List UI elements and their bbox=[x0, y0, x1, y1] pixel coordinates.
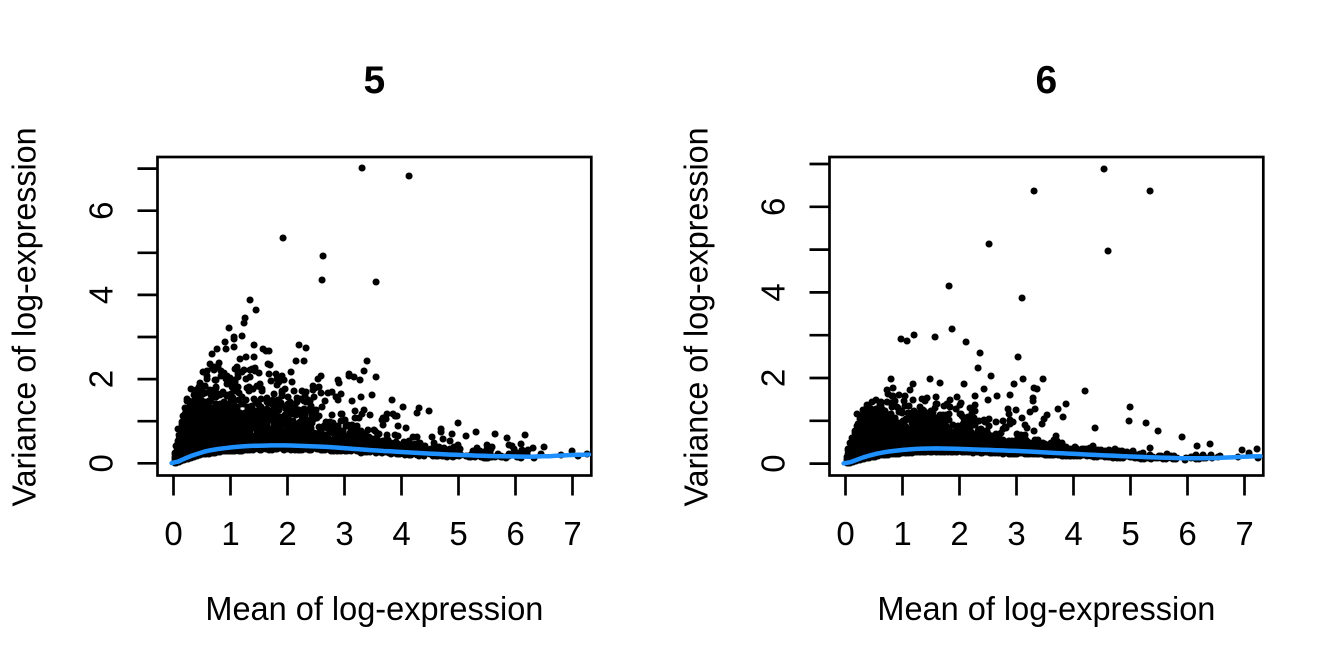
svg-text:1: 1 bbox=[221, 515, 239, 552]
svg-text:Mean of log-expression: Mean of log-expression bbox=[205, 590, 543, 627]
svg-text:3: 3 bbox=[335, 515, 353, 552]
svg-text:7: 7 bbox=[563, 515, 581, 552]
svg-text:2: 2 bbox=[950, 515, 968, 552]
svg-text:0: 0 bbox=[82, 454, 119, 472]
svg-text:Variance of log-expression: Variance of log-expression bbox=[678, 128, 715, 507]
svg-text:2: 2 bbox=[754, 369, 791, 387]
svg-text:6: 6 bbox=[754, 198, 791, 216]
svg-text:5: 5 bbox=[1121, 515, 1139, 552]
svg-text:4: 4 bbox=[754, 283, 791, 301]
svg-text:4: 4 bbox=[1064, 515, 1082, 552]
svg-text:5: 5 bbox=[364, 59, 386, 102]
svg-text:3: 3 bbox=[1007, 515, 1025, 552]
svg-text:6: 6 bbox=[82, 202, 119, 220]
svg-text:0: 0 bbox=[754, 454, 791, 472]
svg-text:5: 5 bbox=[449, 515, 467, 552]
svg-text:0: 0 bbox=[164, 515, 182, 552]
svg-text:2: 2 bbox=[82, 370, 119, 388]
svg-text:Mean of log-expression: Mean of log-expression bbox=[877, 590, 1215, 627]
svg-text:6: 6 bbox=[506, 515, 524, 552]
svg-text:2: 2 bbox=[278, 515, 296, 552]
svg-text:1: 1 bbox=[893, 515, 911, 552]
svg-text:4: 4 bbox=[392, 515, 410, 552]
svg-text:6: 6 bbox=[1178, 515, 1196, 552]
svg-text:4: 4 bbox=[82, 286, 119, 304]
svg-text:Variance of log-expression: Variance of log-expression bbox=[6, 128, 43, 507]
svg-text:0: 0 bbox=[836, 515, 854, 552]
svg-text:7: 7 bbox=[1235, 515, 1253, 552]
svg-text:6: 6 bbox=[1036, 59, 1058, 102]
